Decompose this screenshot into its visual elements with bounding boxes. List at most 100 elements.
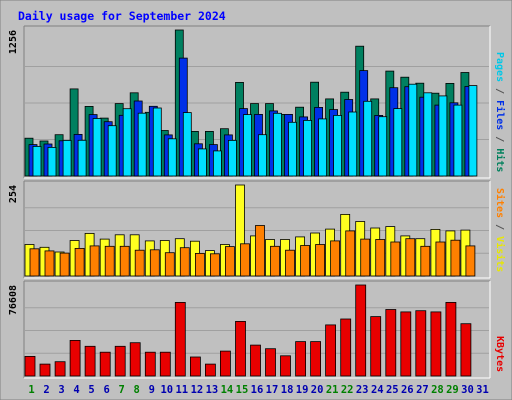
- x-tick-label-day-28: 28: [431, 384, 444, 396]
- x-tick-label-day-3: 3: [58, 384, 64, 396]
- x-tick-label-day-14: 14: [221, 384, 234, 396]
- x-tick-label-day-30: 30: [461, 384, 474, 396]
- panel-hits: 1256 Pages / Files / Hits: [8, 25, 506, 179]
- bar-sites-day-2: [44, 250, 55, 277]
- bar-kbytes-day-28: [430, 311, 442, 377]
- bar-kbytes-day-3: [54, 361, 66, 377]
- panel-hits-ymax-label: 1256: [8, 30, 19, 54]
- bar-kbytes-day-13: [204, 363, 216, 377]
- bar-pages-day-6: [107, 125, 117, 177]
- series-label-part: /: [494, 130, 505, 148]
- bar-kbytes-day-22: [340, 318, 352, 377]
- bar-sites-day-15: [240, 243, 250, 277]
- x-tick-label-day-7: 7: [119, 384, 125, 396]
- bar-kbytes-day-16: [250, 344, 261, 377]
- x-tick-label-day-18: 18: [281, 384, 294, 396]
- bar-sites-day-12: [194, 252, 205, 277]
- x-tick-label-day-15: 15: [236, 384, 249, 396]
- series-sites: [29, 225, 476, 277]
- x-tick-label-day-27: 27: [416, 384, 429, 396]
- series-label-part: KBytes: [494, 336, 505, 372]
- bar-sites-day-18: [285, 249, 295, 277]
- bar-sites-day-24: [375, 239, 386, 277]
- bar-sites-day-17: [270, 245, 280, 277]
- bar-sites-day-22: [345, 230, 356, 277]
- bar-kbytes-day-19: [295, 341, 307, 377]
- bar-sites-day-16: [255, 225, 265, 277]
- panel-visits-ymax-label: 254: [8, 185, 19, 203]
- x-axis-day-labels: 1 2 3 4 5 6 7 8 9 10 11 12 13 14 15 16 17 18 19 20 21 22 23 24 2…: [28, 384, 488, 396]
- bar-pages-day-29: [453, 104, 463, 177]
- bar-sites-day-13: [209, 253, 220, 277]
- bar-pages-day-5: [92, 118, 102, 177]
- bar-pages-day-25: [393, 108, 403, 177]
- series-label-part: /: [494, 82, 505, 100]
- x-tick-label-day-8: 8: [134, 384, 140, 396]
- bar-kbytes-day-21: [325, 324, 337, 377]
- panel-visits-series-label: Sites / Visits: [494, 188, 506, 272]
- bar-kbytes-day-14: [219, 350, 231, 377]
- series-label-part: /: [494, 218, 505, 236]
- x-tick-label-day-29: 29: [446, 384, 459, 396]
- bar-sites-day-30: [465, 245, 476, 277]
- bar-kbytes-day-17: [265, 348, 276, 377]
- bar-pages-day-9: [152, 107, 162, 177]
- x-tick-label-day-23: 23: [356, 384, 369, 396]
- x-tick-label-day-6: 6: [104, 384, 110, 396]
- bar-pages-day-28: [438, 95, 448, 177]
- bar-pages-day-30: [468, 85, 478, 177]
- bar-sites-day-7: [119, 245, 130, 277]
- panel-kbytes: 76608 KBytes: [8, 280, 505, 379]
- x-tick-label-day-20: 20: [311, 384, 324, 396]
- x-tick-label-day-9: 9: [149, 384, 155, 396]
- bar-sites-day-29: [450, 239, 461, 277]
- bar-pages-day-3: [62, 139, 72, 177]
- bar-pages-day-16: [258, 134, 267, 177]
- bar-kbytes-day-29: [445, 301, 457, 377]
- bar-pages-day-13: [212, 150, 222, 177]
- bar-sites-day-9: [149, 249, 160, 277]
- chart-title: Daily usage for September 2024: [18, 9, 226, 23]
- bar-sites-day-28: [435, 241, 446, 277]
- bar-pages-day-1: [32, 145, 42, 177]
- bar-kbytes-day-6: [99, 351, 111, 377]
- x-tick-label-day-2: 2: [43, 384, 49, 396]
- bar-pages-day-17: [273, 112, 282, 177]
- series-label-part: Pages: [494, 52, 505, 82]
- bar-kbytes-day-7: [114, 345, 126, 377]
- bar-sites-day-26: [405, 238, 416, 277]
- bar-pages-day-19: [303, 120, 313, 177]
- bar-sites-day-3: [59, 252, 70, 277]
- x-tick-label-day-4: 4: [73, 384, 79, 396]
- x-tick-label-day-25: 25: [386, 384, 399, 396]
- series-label-part: Sites: [494, 188, 506, 218]
- series-label-part: Visits: [494, 236, 506, 272]
- bar-sites-day-5: [89, 245, 100, 277]
- series-kbytes: [24, 284, 472, 377]
- bar-kbytes-day-23: [355, 284, 367, 377]
- x-tick-label-day-12: 12: [191, 384, 204, 396]
- bar-pages-day-24: [378, 116, 388, 177]
- bar-kbytes-day-11: [174, 301, 186, 377]
- bar-kbytes-day-12: [189, 356, 201, 377]
- x-tick-label-day-16: 16: [251, 384, 264, 396]
- bar-sites-day-20: [315, 244, 326, 277]
- x-tick-label-day-17: 17: [266, 384, 279, 396]
- bar-pages-day-14: [227, 139, 237, 177]
- bar-kbytes-day-25: [385, 309, 397, 377]
- panel-kbytes-series-label: KBytes: [494, 336, 505, 372]
- panel-visits: 254 Sites / Visits: [8, 180, 506, 279]
- bar-pages-day-20: [318, 118, 328, 177]
- bar-pages-day-23: [363, 100, 373, 177]
- bar-sites-day-11: [179, 247, 190, 277]
- bar-sites-day-21: [330, 240, 341, 277]
- bar-sites-day-14: [224, 246, 235, 277]
- bar-kbytes-day-27: [415, 310, 427, 377]
- x-tick-label-day-26: 26: [401, 384, 414, 396]
- chart-panels: 1256 Pages / Files / Hits 254 Sites / Visit…: [8, 25, 506, 379]
- x-tick-label-day-19: 19: [296, 384, 309, 396]
- bar-sites-day-23: [360, 238, 371, 277]
- bar-pages-day-10: [167, 138, 177, 177]
- bar-pages-day-11: [182, 112, 192, 177]
